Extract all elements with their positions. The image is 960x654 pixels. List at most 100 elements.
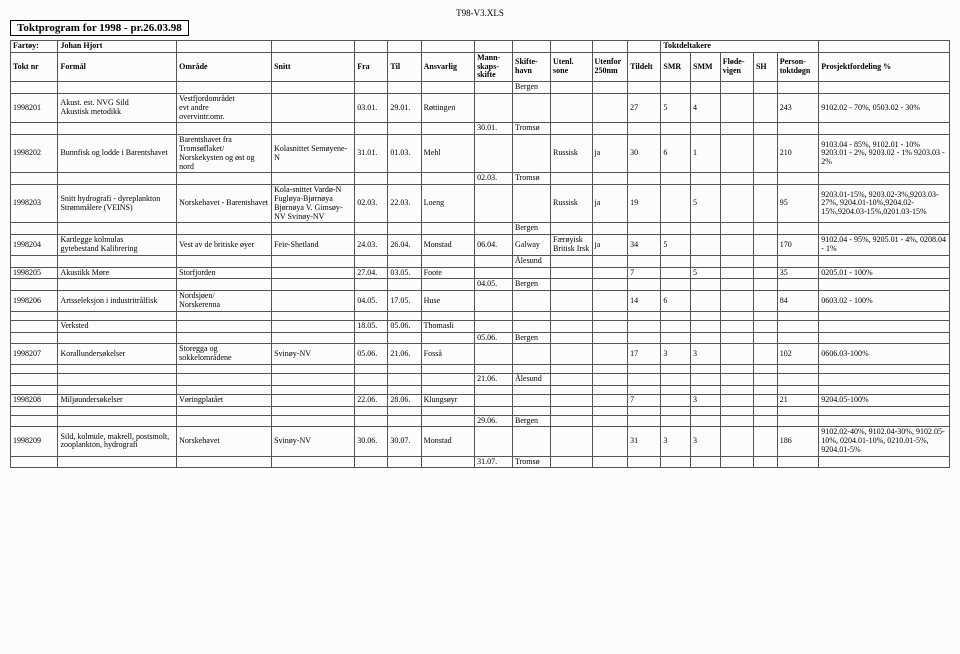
table-row: 1998205Akustikk MøreStorfjorden27.04.03.… [11, 267, 950, 279]
table-row: 1998203Snitt hydrografi - dyreplankton S… [11, 185, 950, 223]
cell-persontokt: 95 [777, 185, 819, 223]
cell-fra: 31.01. [355, 135, 388, 173]
cell-tildelt: 14 [628, 291, 661, 312]
cell-sh [753, 135, 777, 173]
sep-skhavn: Bergen [513, 223, 551, 235]
cell-persontokt: 170 [777, 235, 819, 256]
table-row: 1998202Bunnfisk og lodde i BarentshavetB… [11, 135, 950, 173]
table-row: Verksted18.05.05.06.Thomasli [11, 320, 950, 332]
cell-skiftehavn [513, 291, 551, 312]
cell-fra: 27.04. [355, 267, 388, 279]
cell-utenl [551, 93, 593, 122]
cell-snitt: Kola-snittet Vardø-N Fugløya-Bjørnøya Bj… [272, 185, 355, 223]
cell-utenl: Russisk [551, 135, 593, 173]
cell-persontokt: 210 [777, 135, 819, 173]
cell-til: 17.05. [388, 291, 421, 312]
cell-mannskap [475, 267, 513, 279]
cell-prosj: 0205.01 - 100% [819, 267, 950, 279]
sep-skhavn: Bergen [513, 279, 551, 291]
cell-toktnr: 1998206 [11, 291, 58, 312]
main-table: Fartøy: Johan Hjort Toktdeltakere Tokt n… [10, 40, 950, 468]
cell-fra: 24.03. [355, 235, 388, 256]
cell-prosj: 0603.02 - 100% [819, 291, 950, 312]
cell-omrade [177, 320, 272, 332]
cell-formal: Akust. est. NVG Sild Akustisk metodikk [58, 93, 177, 122]
cell-ansvarlig: Mehl [421, 135, 474, 173]
col-smr: SMR [661, 52, 691, 81]
cell-tildelt: 17 [628, 344, 661, 365]
cell-sh [753, 427, 777, 456]
cell-flode [720, 135, 753, 173]
sep-skhavn: Bergen [513, 415, 551, 427]
cell-tildelt: 30 [628, 135, 661, 173]
sep-mann: 29.06. [475, 415, 513, 427]
cell-utenfor: ja [592, 185, 628, 223]
sep-skhavn: Ålesund [513, 255, 551, 267]
cell-smr: 6 [661, 135, 691, 173]
cell-omrade: Nordsjøen/ Norskerenna [177, 291, 272, 312]
table-body: Bergen 1998201Akust. est. NVG Sild Akusti… [11, 82, 950, 468]
col-sh: SH [753, 52, 777, 81]
cell-sh [753, 344, 777, 365]
cell-tildelt: 27 [628, 93, 661, 122]
cell-skiftehavn [513, 185, 551, 223]
cell-skiftehavn [513, 427, 551, 456]
table-row: 1998209Sild, kolmule, makrell, postsmolt… [11, 427, 950, 456]
cell-mannskap [475, 427, 513, 456]
separator-row: 05.06.Bergen [11, 332, 950, 344]
cell-utenl [551, 267, 593, 279]
cell-utenfor [592, 291, 628, 312]
cell-smr [661, 267, 691, 279]
file-label: T98-V3.XLS [10, 8, 950, 18]
cell-prosj: 9102.02-40%, 9102.04-30%, 9102.05-10%, 0… [819, 427, 950, 456]
cell-omrade: Storegga og sokkelområdene [177, 344, 272, 365]
cell-ansvarlig: Monstad [421, 235, 474, 256]
cell-flode [720, 427, 753, 456]
col-skiftehavn: Skifte- havn [513, 52, 551, 81]
cell-til: 01.03. [388, 135, 421, 173]
cell-toktnr [11, 320, 58, 332]
sep-skhavn: Bergen [513, 332, 551, 344]
col-mannskap: Mann- skaps- skifte [475, 52, 513, 81]
cell-persontokt: 21 [777, 394, 819, 406]
cell-omrade: Vøringplatået [177, 394, 272, 406]
cell-til: 03.05. [388, 267, 421, 279]
cell-smm: 5 [691, 267, 721, 279]
spacer-row [11, 406, 950, 415]
cell-ansvarlig: Klungsøyr [421, 394, 474, 406]
fartoy-row: Fartøy: Johan Hjort Toktdeltakere [11, 41, 950, 53]
cell-sh [753, 320, 777, 332]
cell-ansvarlig: Loeng [421, 185, 474, 223]
cell-tildelt: 7 [628, 394, 661, 406]
cell-omrade: Vestfjordområdet evt andre overvintr.omr… [177, 93, 272, 122]
cell-omrade: Norskehavet - Barentshavet [177, 185, 272, 223]
cell-toktnr: 1998205 [11, 267, 58, 279]
cell-flode [720, 344, 753, 365]
cell-snitt [272, 394, 355, 406]
cell-persontokt: 35 [777, 267, 819, 279]
cell-smm [691, 235, 721, 256]
cell-til: 29.01. [388, 93, 421, 122]
cell-mannskap [475, 135, 513, 173]
separator-row: 30.01.Tromsø [11, 123, 950, 135]
separator-row: Bergen [11, 223, 950, 235]
cell-utenfor [592, 93, 628, 122]
cell-utenl [551, 344, 593, 365]
cell-tildelt: 31 [628, 427, 661, 456]
cell-smm: 3 [691, 344, 721, 365]
cell-toktnr: 1998201 [11, 93, 58, 122]
cell-smm: 1 [691, 135, 721, 173]
toktdeltakere-label: Toktdeltakere [661, 41, 819, 53]
cell-smm: 5 [691, 185, 721, 223]
sep-mann: 02.03. [475, 173, 513, 185]
cell-ansvarlig: Fosså [421, 344, 474, 365]
cell-utenfor [592, 427, 628, 456]
col-formal: Formål [58, 52, 177, 81]
cell-omrade: Barentshavet fra Tromsøflaket/ Norskekys… [177, 135, 272, 173]
cell-ansvarlig: Røttingen [421, 93, 474, 122]
table-row: 1998208MiljøundersøkelserVøringplatået22… [11, 394, 950, 406]
col-smm: SMM [691, 52, 721, 81]
spacer-row [11, 385, 950, 394]
cell-prosj: 9102.02 - 70%, 0503.02 - 30% [819, 93, 950, 122]
separator-row: 02.03.Tromsø [11, 173, 950, 185]
